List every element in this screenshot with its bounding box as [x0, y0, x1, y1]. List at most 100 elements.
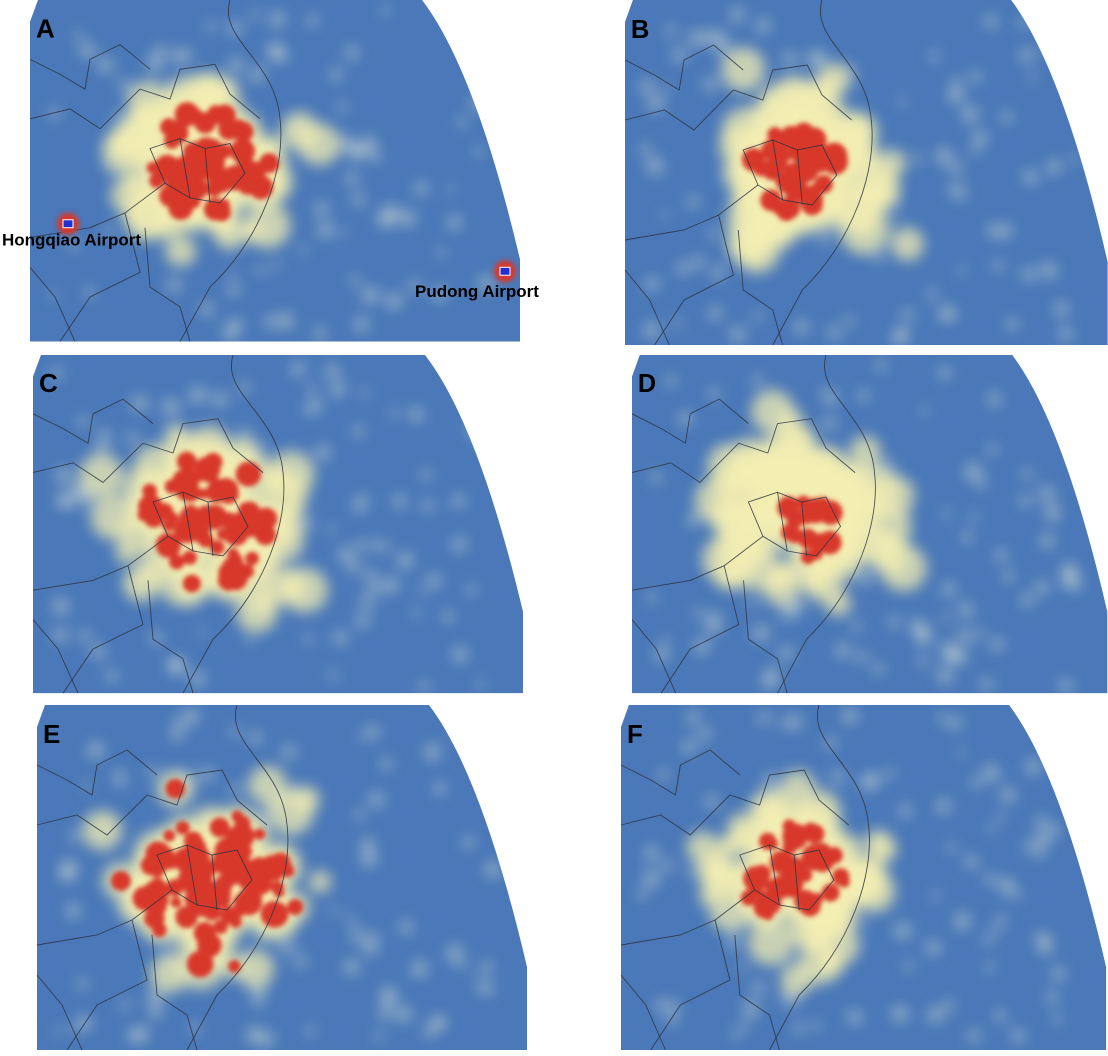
heat-dot: [199, 301, 214, 317]
heat-dot: [642, 321, 660, 339]
heat-dot: [970, 776, 982, 789]
heat-halo-spot: [235, 949, 275, 988]
airport-label: Pudong Airport: [415, 282, 539, 301]
heat-dot: [1042, 44, 1052, 54]
heat-dot: [269, 11, 286, 28]
district-boundary: [36, 974, 83, 1051]
district-boundary: [29, 267, 76, 342]
heat-dot: [646, 592, 657, 603]
heat-dot: [276, 312, 295, 330]
heat-dot: [757, 711, 771, 725]
heat-dot: [432, 286, 448, 302]
airport-icon: [499, 266, 511, 276]
heat-dot: [690, 255, 704, 269]
heat-dot: [451, 647, 468, 663]
heat-dot: [654, 998, 669, 1013]
heat-dot: [752, 311, 763, 322]
district-boundary: [650, 919, 780, 1051]
district-boundary: [631, 418, 856, 483]
heat-dot: [1035, 931, 1052, 948]
heat-dot: [1033, 833, 1050, 850]
heat-layer: [637, 707, 1084, 1044]
heat-dot: [360, 849, 378, 867]
heat-dot: [681, 738, 697, 754]
heat-dot: [350, 928, 365, 943]
heat-dot: [272, 47, 288, 63]
heat-dot: [48, 107, 61, 120]
heat-core-spot: [196, 488, 208, 500]
heat-dot: [411, 608, 421, 618]
heat-core: [742, 122, 848, 221]
heat-dot: [362, 939, 379, 956]
heat-dot: [296, 515, 314, 532]
heat-dot: [306, 384, 317, 396]
heat-dot: [657, 769, 669, 781]
heat-dot: [351, 192, 366, 207]
heat-dot: [369, 931, 380, 942]
heat-dot: [252, 997, 264, 1008]
heat-dot: [925, 940, 941, 956]
heat-dot: [708, 308, 721, 321]
heat-dot: [414, 181, 429, 196]
heat-dot: [1066, 415, 1076, 424]
heat-dot: [996, 812, 1006, 822]
heat-dot: [937, 305, 954, 322]
heat-core-spot: [209, 540, 225, 555]
heat-halo-spot: [149, 955, 188, 994]
heat-halo-spot: [877, 149, 906, 178]
heat-dot: [451, 536, 467, 552]
heat-dot: [983, 14, 998, 29]
heat-halo-spot: [735, 224, 771, 260]
heat-layer: [639, 7, 1079, 345]
heat-core-spot: [785, 825, 804, 845]
heat-halo-spot: [79, 453, 124, 498]
heat-dot: [1011, 1029, 1026, 1044]
heat-dot: [369, 540, 378, 549]
heat-dot: [729, 326, 746, 343]
heat-dot: [369, 150, 382, 163]
heat-dot: [984, 873, 997, 886]
heat-dot: [643, 845, 659, 862]
heat-dot: [271, 260, 281, 270]
heat-dot: [353, 316, 370, 333]
heat-dot: [360, 837, 375, 852]
heat-dot: [316, 221, 334, 239]
heat-core-spot: [182, 550, 197, 565]
district-boundary: [624, 64, 852, 131]
heat-dot: [941, 613, 951, 622]
heat-dot: [940, 641, 958, 660]
heat-core-spot: [202, 504, 228, 530]
district-boundary: [36, 769, 268, 836]
heat-dot: [337, 546, 354, 563]
heat-core-spot: [213, 104, 236, 127]
heat-core-spot: [821, 883, 840, 902]
heat-dot: [997, 223, 1013, 239]
heat-halo-spot: [844, 114, 878, 149]
heat-core-spot: [756, 905, 768, 917]
heat-layer: [54, 708, 502, 1047]
district-boundary: [660, 565, 788, 694]
heat-dot: [76, 1015, 93, 1031]
heat-core: [740, 819, 850, 921]
heat-halo-spot: [780, 964, 813, 997]
heat-dot: [68, 239, 79, 251]
heat-dot: [994, 1009, 1007, 1023]
heat-dot: [730, 1028, 741, 1039]
heat-dot: [1000, 110, 1013, 124]
heat-dot: [986, 823, 995, 833]
heat-halo-spot: [846, 855, 888, 897]
heat-dot: [97, 57, 114, 74]
heat-dot: [929, 50, 940, 62]
heat-dot: [313, 327, 327, 341]
heat-dot: [972, 129, 988, 146]
heat-dot: [957, 265, 967, 275]
heat-dot: [250, 10, 261, 21]
heat-dot: [238, 427, 252, 440]
heat-dot: [374, 1031, 385, 1042]
heat-dot: [843, 315, 855, 327]
heat-core-spot: [229, 915, 242, 929]
heat-core-spot: [169, 554, 185, 570]
heat-dot: [645, 276, 660, 292]
heat-dot: [87, 741, 105, 759]
heat-dot: [1058, 326, 1073, 342]
